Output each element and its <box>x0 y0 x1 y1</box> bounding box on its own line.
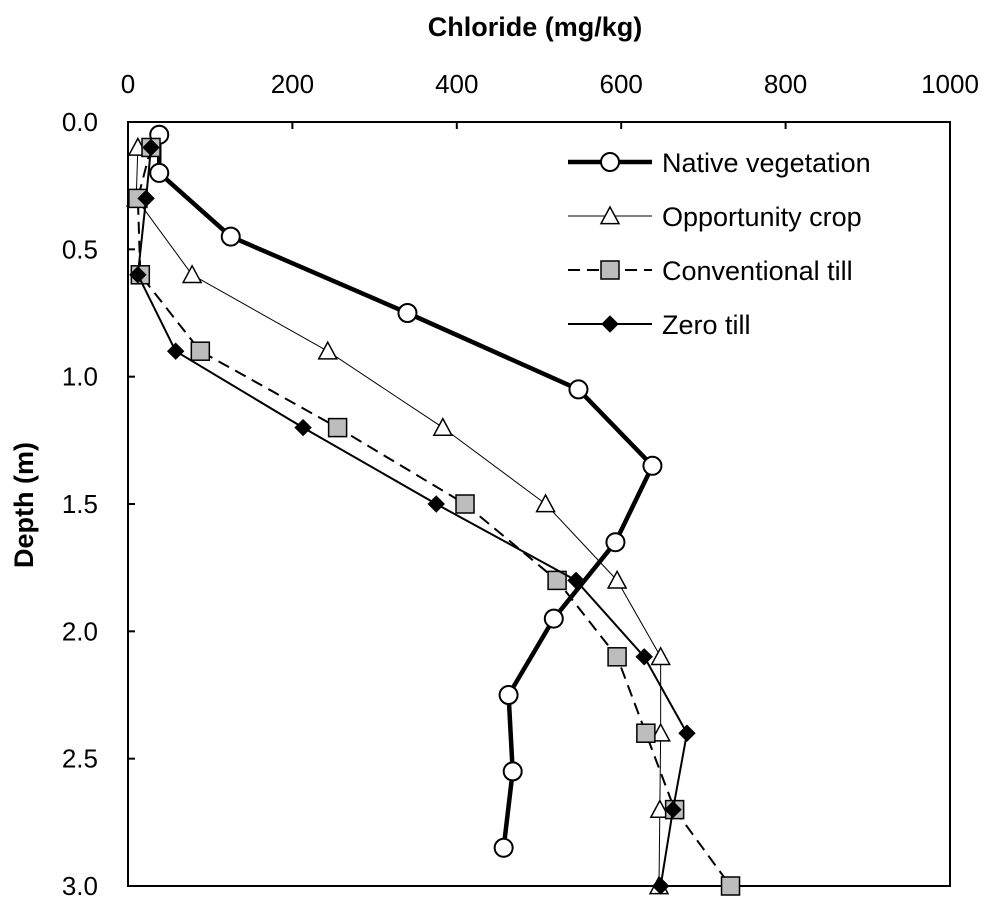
x-tick-label: 800 <box>764 69 807 99</box>
y-tick-label: 1.0 <box>62 362 98 392</box>
y-tick-label: 2.5 <box>62 744 98 774</box>
y-tick-label: 0.5 <box>62 234 98 264</box>
data-point-opportunity-crop <box>317 340 339 360</box>
data-point-opportunity-crop <box>650 722 671 742</box>
data-point-native-vegetation <box>397 303 418 323</box>
x-tick-label: 0 <box>121 69 135 99</box>
legend-entry-native-vegetation: Native vegetation <box>568 148 871 178</box>
data-point-conventional-till <box>607 647 627 667</box>
legend-label-conventional-till: Conventional till <box>662 256 853 286</box>
series-opportunity-crop <box>125 136 671 895</box>
data-point-zero-till <box>294 418 312 437</box>
data-point-zero-till <box>635 648 653 666</box>
legend-marker-native-vegetation <box>600 152 620 172</box>
data-point-opportunity-crop <box>649 799 671 818</box>
data-point-zero-till <box>678 724 696 742</box>
data-point-opportunity-crop <box>181 264 203 284</box>
legend-marker-zero-till <box>601 315 619 333</box>
data-point-opportunity-crop <box>535 493 556 513</box>
legend-label-opportunity-crop: Opportunity crop <box>662 202 862 232</box>
data-point-native-vegetation <box>220 226 241 247</box>
series-line-zero-till <box>136 147 688 887</box>
legend-marker-opportunity-crop <box>599 205 621 225</box>
data-point-zero-till <box>651 877 670 895</box>
y-tick-label: 1.5 <box>62 489 98 519</box>
x-tick-label: 400 <box>435 69 478 99</box>
series-line-opportunity-crop <box>135 147 662 887</box>
plot-frame <box>127 121 951 887</box>
data-point-opportunity-crop <box>606 569 628 589</box>
legend: Native vegetation Opportunity crop Convent… <box>568 148 871 340</box>
y-tick-label: 2.0 <box>62 616 98 646</box>
data-point-zero-till <box>129 266 147 284</box>
data-point-native-vegetation <box>498 685 519 705</box>
axes: 0 200 400 600 800 1000 0.0 0.5 1.0 1.5 2.0 2.5 3.0 <box>62 69 979 901</box>
x-axis-title: Chloride (mg/kg) <box>428 12 643 42</box>
y-axis-title: Depth (m) <box>9 442 39 568</box>
data-point-native-vegetation <box>605 532 626 553</box>
data-point-zero-till <box>166 342 185 360</box>
data-point-conventional-till <box>547 570 567 591</box>
data-point-zero-till <box>142 138 160 157</box>
series-zero-till <box>129 138 696 895</box>
series-native-vegetation <box>149 124 663 858</box>
legend-marker-conventional-till <box>600 260 620 280</box>
data-point-conventional-till <box>190 341 211 361</box>
data-point-conventional-till <box>720 876 741 896</box>
legend-entry-opportunity-crop: Opportunity crop <box>568 202 862 232</box>
legend-label-zero-till: Zero till <box>662 310 751 340</box>
legend-entry-conventional-till: Conventional till <box>568 256 853 286</box>
x-tick-label: 1000 <box>921 69 979 99</box>
data-point-opportunity-crop <box>650 646 671 666</box>
data-series <box>125 124 741 896</box>
y-tick-label: 3.0 <box>62 871 98 901</box>
data-point-zero-till <box>567 571 585 590</box>
data-point-native-vegetation <box>543 608 564 629</box>
data-point-native-vegetation <box>568 379 589 400</box>
data-point-native-vegetation <box>493 837 514 858</box>
data-point-conventional-till <box>455 494 475 514</box>
legend-entry-zero-till: Zero till <box>568 310 751 340</box>
data-point-conventional-till <box>636 723 656 743</box>
series-conventional-till <box>128 137 741 896</box>
x-tick-label: 600 <box>600 69 643 99</box>
y-tick-label: 0.0 <box>62 107 98 137</box>
data-point-native-vegetation <box>502 761 523 782</box>
data-point-conventional-till <box>327 417 348 438</box>
data-point-opportunity-crop <box>432 417 454 436</box>
x-tick-label: 200 <box>271 69 314 99</box>
data-point-zero-till <box>427 495 445 513</box>
data-point-native-vegetation <box>149 162 170 183</box>
data-point-native-vegetation <box>642 455 663 476</box>
data-point-zero-till <box>664 800 682 819</box>
series-line-conventional-till <box>136 147 732 887</box>
legend-label-native-vegetation: Native vegetation <box>662 148 871 178</box>
data-point-zero-till <box>137 189 155 208</box>
